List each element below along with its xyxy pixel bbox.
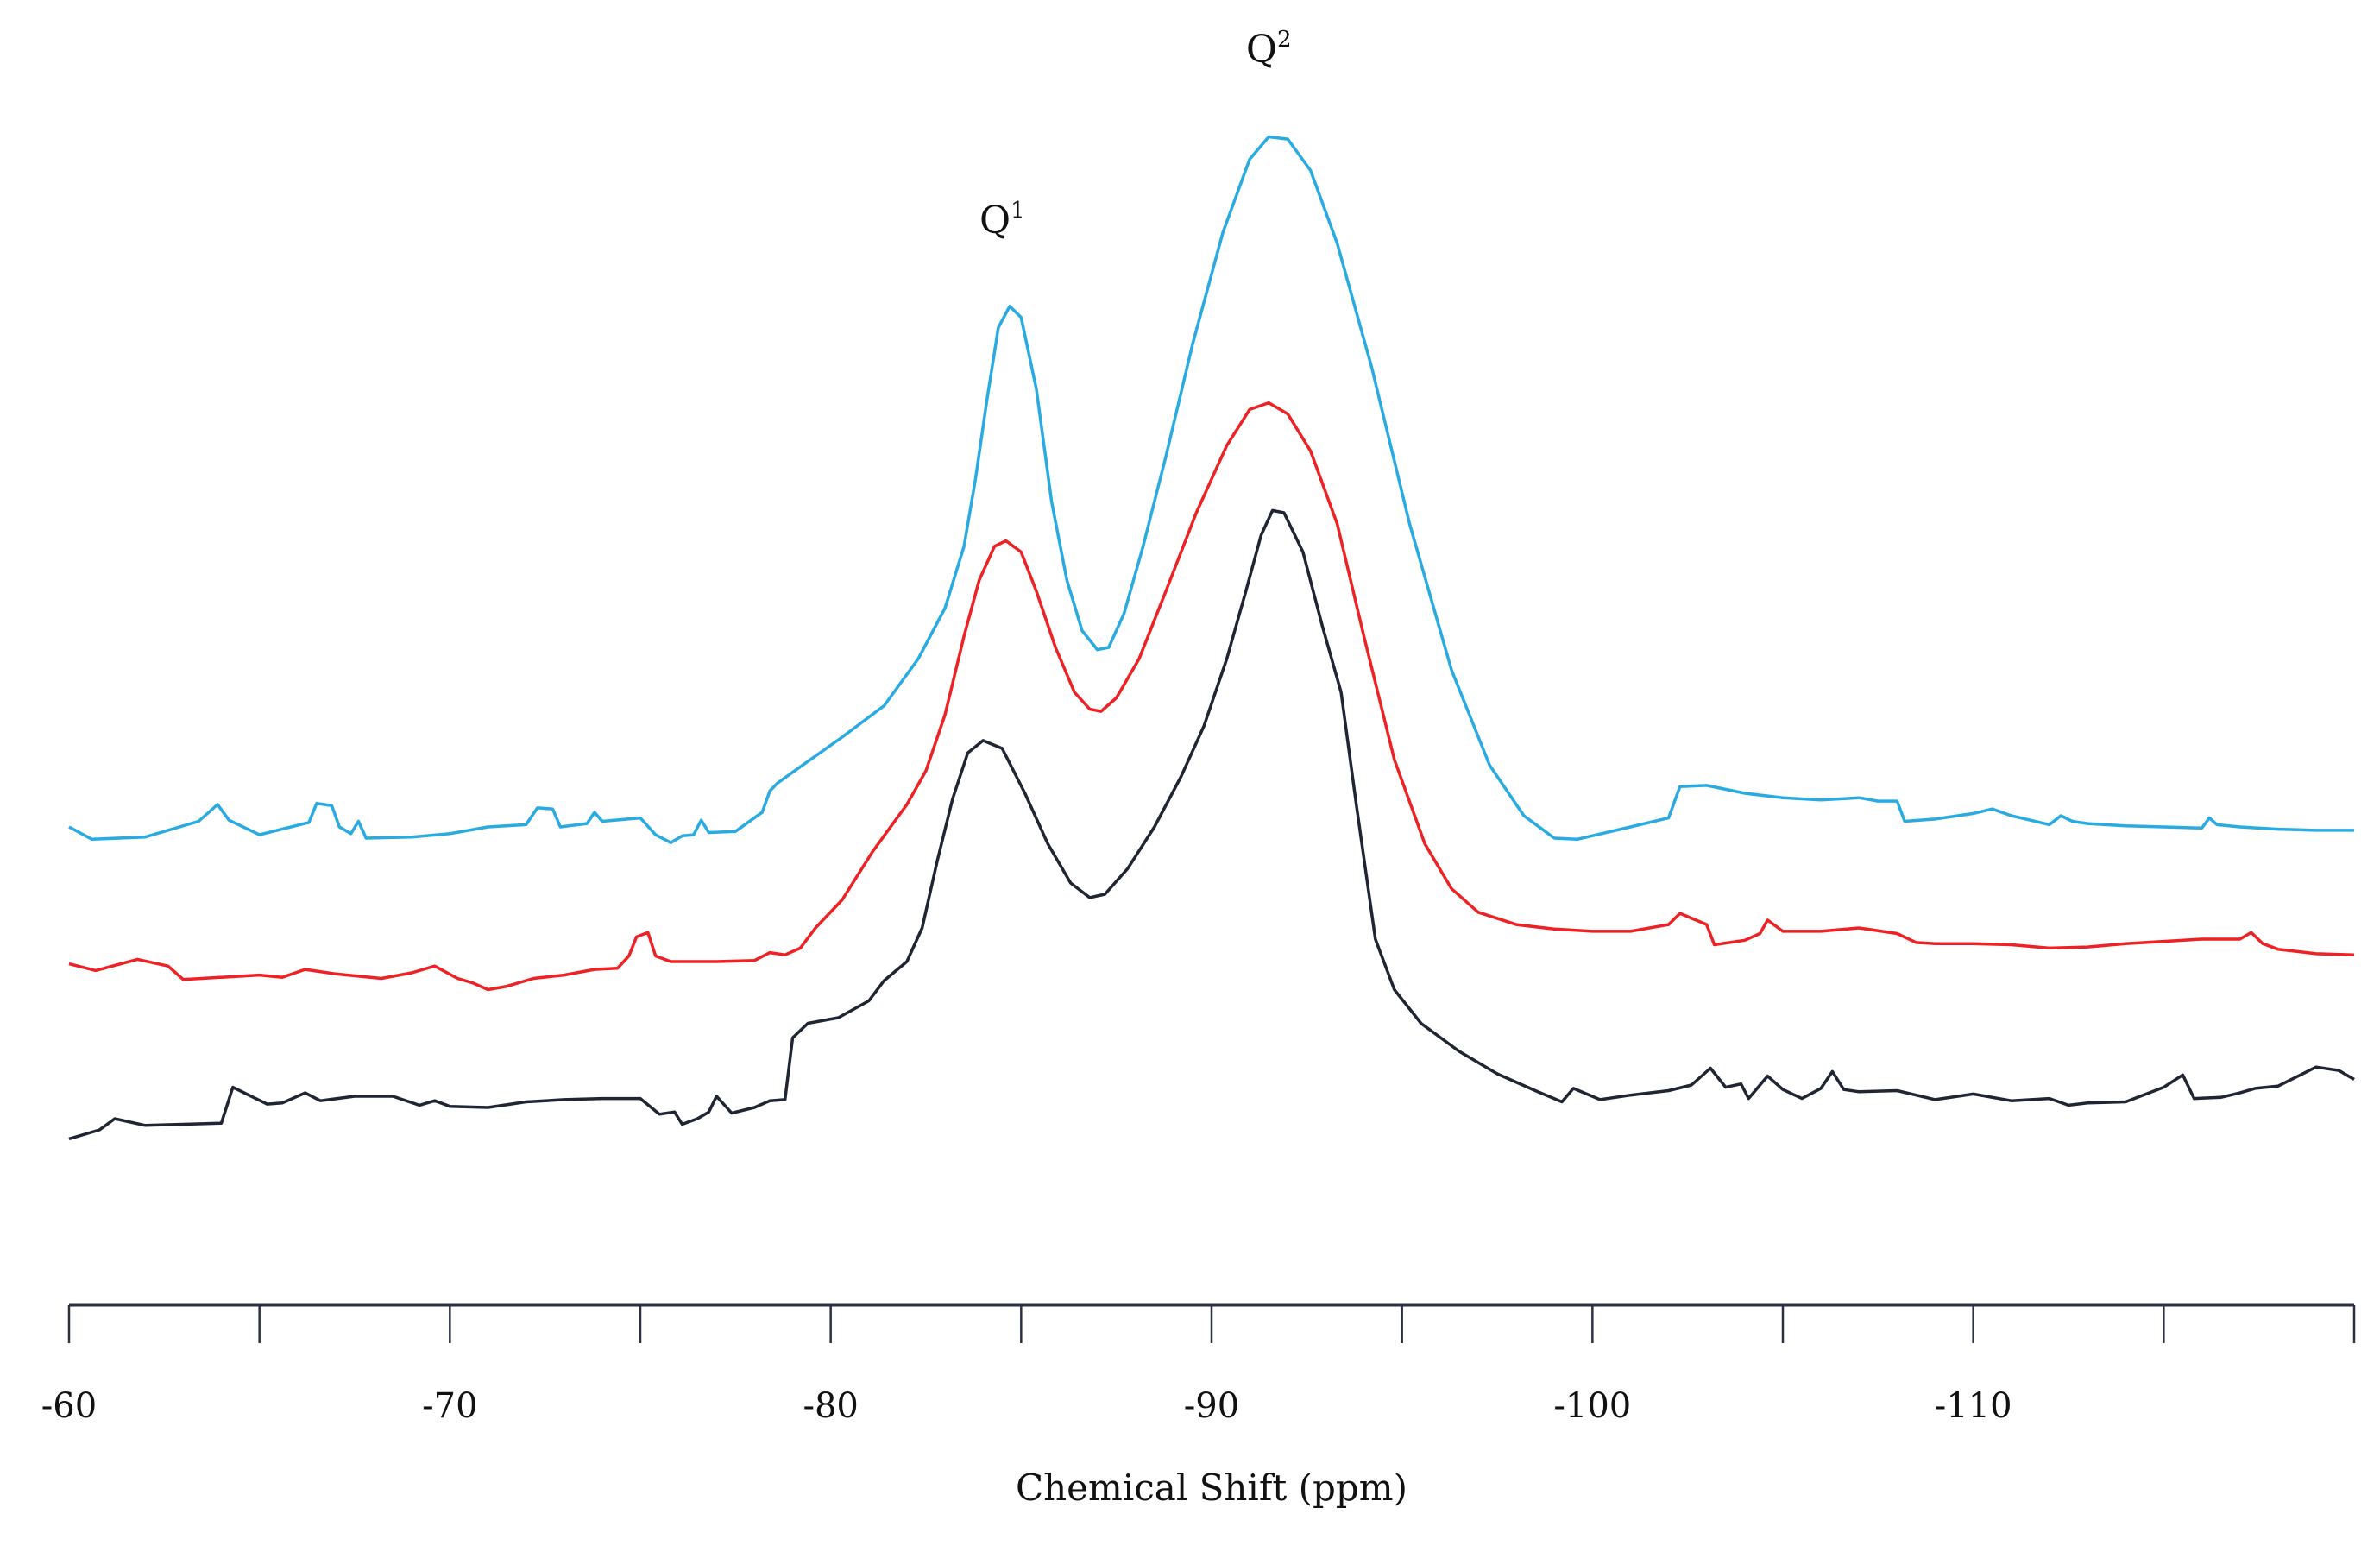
peak-label-q1-text: Q xyxy=(979,199,1011,243)
peak-label-q2-sup: 2 xyxy=(1277,27,1292,53)
x-tick-label-60: -60 xyxy=(41,1386,97,1426)
series-layer xyxy=(68,135,2355,1141)
x-tick-label-90: -90 xyxy=(1184,1386,1239,1426)
x-tick-label-110: -110 xyxy=(1935,1386,2012,1426)
x-axis-ticks xyxy=(67,1305,2356,1343)
peak-annotations: Q1 Q2 xyxy=(979,27,1292,243)
peak-label-q1: Q1 xyxy=(979,198,1025,243)
peak-label-q2-text: Q xyxy=(1246,28,1277,72)
x-tick-label-70: -70 xyxy=(422,1386,477,1426)
x-axis: -60 -70 -80 -90 -100 -110 Chemical Shift… xyxy=(41,1303,2356,1509)
x-tick-label-80: -80 xyxy=(803,1386,858,1426)
series-line-middle xyxy=(68,401,2355,992)
peak-label-q2: Q2 xyxy=(1246,27,1292,72)
x-tick-label-100: -100 xyxy=(1553,1386,1631,1426)
x-axis-tick-labels: -60 -70 -80 -90 -100 -110 xyxy=(41,1386,2012,1426)
series-line-top xyxy=(68,135,2354,844)
x-axis-title: Chemical Shift (ppm) xyxy=(1016,1467,1407,1509)
peak-label-q1-sup: 1 xyxy=(1011,198,1025,224)
series-line-bottom xyxy=(68,508,2355,1141)
